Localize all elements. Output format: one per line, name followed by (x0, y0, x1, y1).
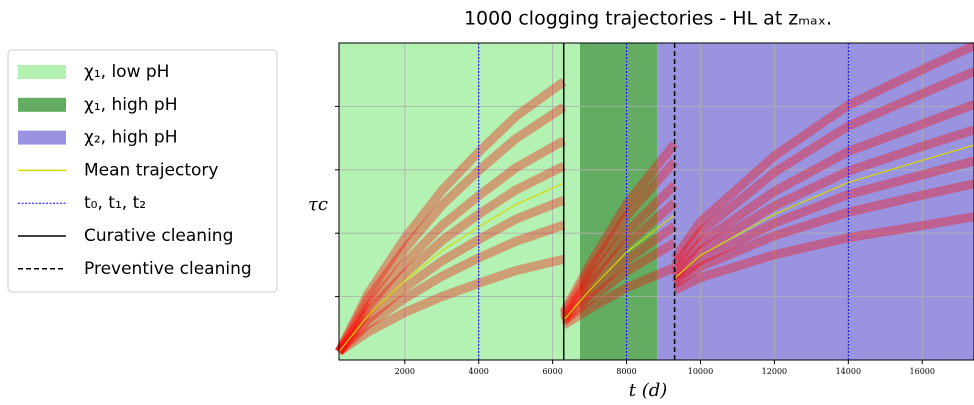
legend-box (7, 49, 278, 293)
legend-label: t₀, t₁, t₂ (84, 193, 146, 213)
x-tick-label: 6000 (542, 367, 562, 376)
trajectory (335, 179, 974, 356)
legend-label: χ₂, high pH (84, 128, 177, 148)
x-tick-label: 16000 (910, 367, 935, 376)
x-tick-label: 4000 (469, 367, 489, 376)
legend-swatch (18, 65, 66, 79)
legend-label: Preventive cleaning (84, 259, 252, 279)
legend-label: χ₁, high pH (84, 95, 177, 115)
y-axis-label: τc (308, 194, 328, 215)
trajectory (335, 67, 974, 354)
region (579, 43, 658, 360)
legend-swatch (18, 97, 66, 112)
trajectory (335, 100, 974, 355)
trajectory (335, 156, 974, 355)
trajectory (336, 212, 974, 356)
legend-label: Mean trajectory (84, 160, 218, 180)
trajectory (334, 41, 974, 354)
x-tick-label: 8000 (616, 367, 636, 376)
region (657, 43, 974, 360)
region (339, 43, 580, 360)
x-tick-label: 14000 (836, 367, 861, 376)
legend-swatch (18, 130, 66, 145)
mean-line (338, 144, 974, 353)
trajectory (335, 125, 974, 355)
x-tick-label: 2000 (395, 367, 415, 376)
x-axis-label: t (d) (629, 380, 668, 401)
legend-label: χ₁, low pH (84, 62, 169, 82)
chart-title: 1000 clogging trajectories - HL at zₘₐₓ. (464, 8, 832, 30)
legend-label: Curative cleaning (84, 226, 233, 246)
plot-frame (338, 42, 974, 361)
x-tick-label: 10000 (688, 367, 713, 376)
x-tick-label: 12000 (762, 367, 787, 376)
